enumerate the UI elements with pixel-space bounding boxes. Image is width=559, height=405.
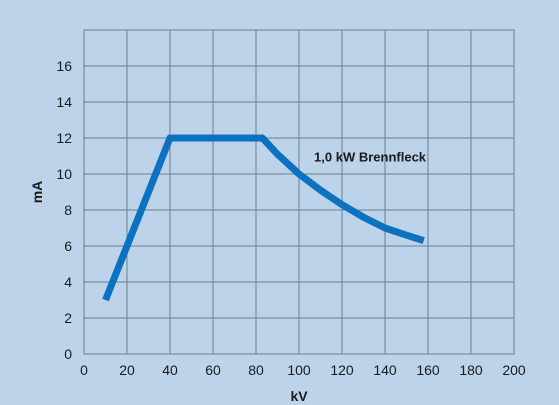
x-tick-label: 40 <box>162 362 178 378</box>
x-tick-label: 180 <box>459 362 483 378</box>
x-tick-label: 0 <box>80 362 88 378</box>
y-tick-label: 12 <box>56 130 72 146</box>
x-tick-label: 100 <box>287 362 311 378</box>
x-axis-title: kV <box>290 388 308 404</box>
y-tick-label: 8 <box>64 202 72 218</box>
y-tick-label: 14 <box>56 94 72 110</box>
series-group <box>102 134 425 302</box>
y-axis-title: mA <box>29 181 45 204</box>
x-tick-label: 20 <box>119 362 135 378</box>
x-tick-label: 120 <box>330 362 354 378</box>
x-tick-label: 80 <box>248 362 264 378</box>
y-tick-label: 16 <box>56 58 72 74</box>
y-tick-label: 10 <box>56 166 72 182</box>
y-tick-label: 6 <box>64 238 72 254</box>
y-tick-labels: 0 2 4 6 8 10 12 14 16 <box>56 58 72 362</box>
y-tick-label: 4 <box>64 274 72 290</box>
series-annotation: 1,0 kW Brennfleck <box>314 149 427 164</box>
plot-frame <box>83 29 515 355</box>
y-tick-label: 2 <box>64 310 72 326</box>
y-tick-label: 0 <box>64 346 72 362</box>
annotations: 1,0 kW Brennfleck <box>314 149 427 164</box>
x-tick-label: 60 <box>205 362 221 378</box>
x-tick-label: 160 <box>416 362 440 378</box>
x-tick-label: 200 <box>502 362 526 378</box>
x-tick-labels: 0 20 40 60 80 100 120 140 160 180 200 <box>80 362 526 378</box>
x-tick-label: 140 <box>373 362 397 378</box>
